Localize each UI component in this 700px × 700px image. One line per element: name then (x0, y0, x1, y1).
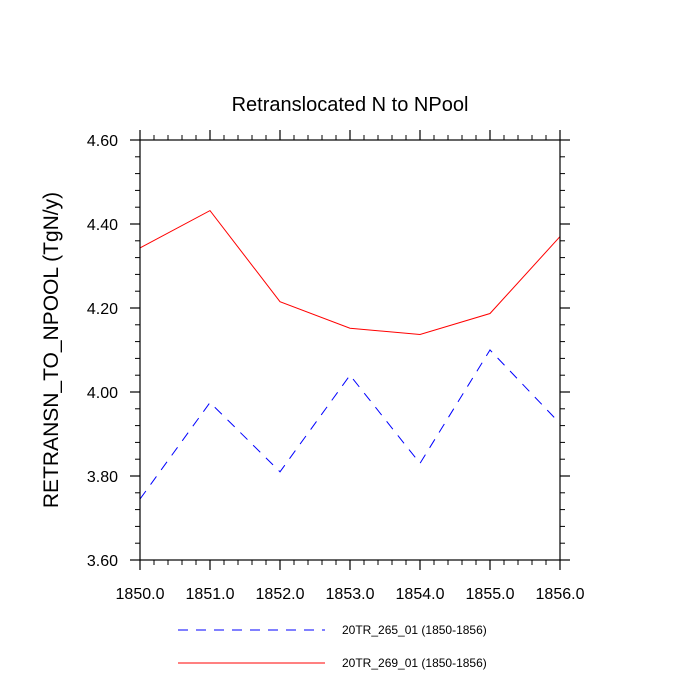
y-tick-label: 4.00 (87, 385, 118, 402)
x-tick-label: 1852.0 (256, 586, 305, 603)
y-tick-label: 4.20 (87, 301, 118, 318)
y-tick-label: 4.60 (87, 133, 118, 150)
y-tick-label: 3.80 (87, 469, 118, 486)
x-tick-label: 1855.0 (466, 586, 515, 603)
axis-ticks (130, 130, 570, 570)
x-tick-label: 1854.0 (396, 586, 445, 603)
legend: 20TR_265_01 (1850-1856) 20TR_269_01 (185… (178, 623, 487, 670)
y-tick-label: 3.60 (87, 553, 118, 570)
legend-label-series-1: 20TR_265_01 (1850-1856) (342, 623, 487, 637)
chart-title: Retranslocated N to NPool (232, 94, 469, 116)
series-lines (139, 209, 561, 500)
x-tick-label: 1853.0 (326, 586, 375, 603)
legend-label-series-2: 20TR_269_01 (1850-1856) (342, 656, 487, 670)
y-axis-label: RETRANSN_TO_NPOOL (TgN/y) (40, 192, 63, 508)
series-line-1 (139, 349, 561, 500)
plot-frame (139, 139, 561, 561)
x-tick-label: 1850.0 (116, 586, 165, 603)
tick-labels: 1850.0 1851.0 1852.0 1853.0 1854.0 1855.0 1856… (87, 133, 585, 603)
x-tick-label: 1851.0 (186, 586, 235, 603)
x-tick-label: 1856.0 (536, 586, 585, 603)
y-tick-label: 4.40 (87, 217, 118, 234)
series-line-2 (139, 209, 561, 336)
